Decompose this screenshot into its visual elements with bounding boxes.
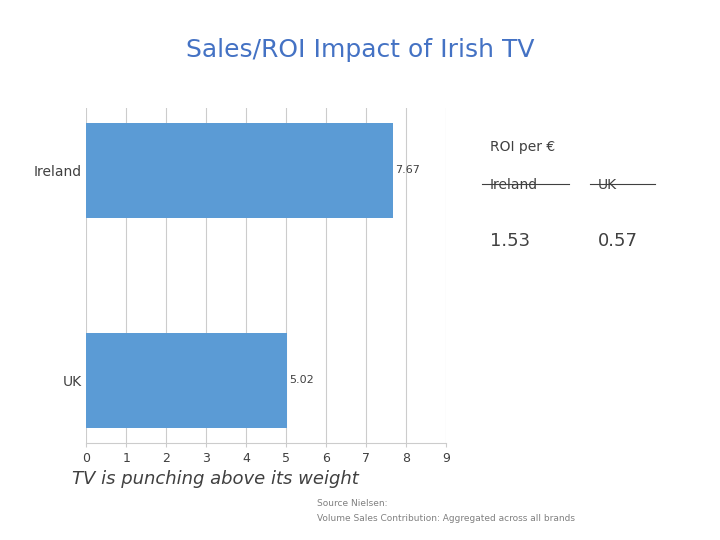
Text: 7.67: 7.67 [395, 165, 420, 176]
Text: ROI per €: ROI per € [490, 140, 554, 154]
Text: TV is punching above its weight: TV is punching above its weight [72, 470, 359, 488]
Text: Source Nielsen:: Source Nielsen: [317, 500, 387, 509]
Bar [86, 333, 287, 428]
Text: Volume Sales Contribution: Aggregated across all brands: Volume Sales Contribution: Aggregated ac… [317, 514, 575, 523]
Text: UK: UK [598, 178, 617, 192]
Text: Ireland: Ireland [490, 178, 538, 192]
Text: 0.57: 0.57 [598, 232, 638, 250]
Text: 5.02: 5.02 [289, 375, 314, 386]
Text: 1.53: 1.53 [490, 232, 530, 250]
Text: Sales/ROI Impact of Irish TV: Sales/ROI Impact of Irish TV [186, 38, 534, 62]
Bar [86, 123, 393, 218]
